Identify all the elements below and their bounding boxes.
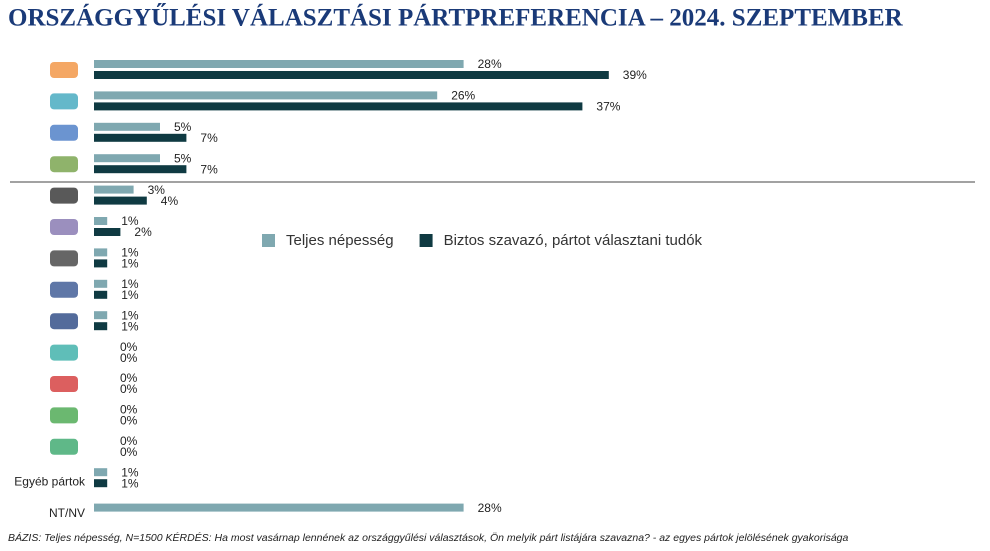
value-label: 0%: [120, 340, 138, 354]
bar: [94, 60, 464, 68]
bar: [94, 248, 108, 257]
value-label: 0%: [120, 371, 138, 385]
chart-title: ORSZÁGGYŰLÉSI VÁLASZTÁSI PÁRTPREFERENCIA…: [8, 3, 904, 32]
value-label: 1%: [121, 257, 139, 271]
party-logo: [50, 344, 78, 361]
bar: [94, 479, 108, 488]
value-label: 0%: [120, 445, 138, 459]
category-label: Egyéb pártok: [14, 474, 86, 488]
bar: [94, 165, 187, 174]
party-logo: [50, 438, 78, 455]
legend-swatch: [419, 234, 433, 247]
party-logo: [50, 62, 78, 78]
value-label: 39%: [623, 68, 647, 82]
bar: [94, 154, 160, 163]
legend-label: Biztos szavazó, pártot választani tudók: [444, 232, 703, 249]
value-label: 1%: [121, 288, 139, 302]
party-logo: [50, 187, 78, 204]
party-logo: [50, 281, 78, 298]
bar: [94, 91, 438, 100]
party-logo: [50, 313, 78, 330]
party-logo: [50, 250, 78, 267]
value-label: 1%: [121, 319, 139, 333]
value-label: 1%: [121, 277, 139, 291]
bar: [94, 133, 187, 142]
party-logo: [50, 219, 78, 235]
value-label: 1%: [121, 465, 139, 479]
value-label: 0%: [120, 414, 138, 428]
value-label: 28%: [478, 57, 502, 71]
value-label: 0%: [120, 382, 138, 396]
bar: [94, 279, 108, 288]
bar: [94, 503, 464, 512]
value-label: 26%: [451, 89, 475, 103]
value-label: 1%: [121, 476, 139, 490]
bar: [94, 259, 108, 268]
legend-label: Teljes népesség: [286, 232, 394, 249]
bar: [94, 311, 108, 320]
bar: [94, 290, 108, 299]
party-logo: [50, 376, 78, 392]
bar: [94, 468, 108, 477]
value-label: 0%: [120, 434, 138, 448]
bar: [94, 196, 147, 205]
value-label: 1%: [121, 308, 139, 322]
party-logo: [50, 156, 78, 173]
value-label: 7%: [200, 131, 218, 145]
legend-swatch: [262, 234, 275, 247]
party-logo: [50, 407, 78, 424]
value-label: 4%: [161, 194, 179, 208]
bar: [94, 122, 160, 131]
value-label: 1%: [121, 246, 139, 260]
category-label: NT/NV: [49, 506, 85, 520]
value-label: 5%: [174, 120, 192, 134]
bar: [94, 102, 583, 111]
value-label: 2%: [134, 225, 152, 239]
bar: [94, 185, 134, 194]
bar: [94, 71, 609, 79]
value-label: 1%: [121, 214, 139, 228]
bar: [94, 228, 121, 236]
value-label: 0%: [120, 403, 138, 417]
value-label: 28%: [478, 501, 502, 515]
party-logo: [50, 124, 78, 141]
bar: [94, 322, 108, 331]
value-label: 7%: [200, 162, 218, 176]
value-label: 5%: [174, 151, 192, 165]
value-label: 0%: [120, 351, 138, 365]
footnote: BÁZIS: Teljes népesség, N=1500 KÉRDÉS: H…: [8, 531, 848, 544]
party-logo: [50, 93, 78, 110]
bar: [94, 217, 108, 225]
value-label: 37%: [596, 100, 620, 114]
value-label: 3%: [148, 183, 166, 197]
